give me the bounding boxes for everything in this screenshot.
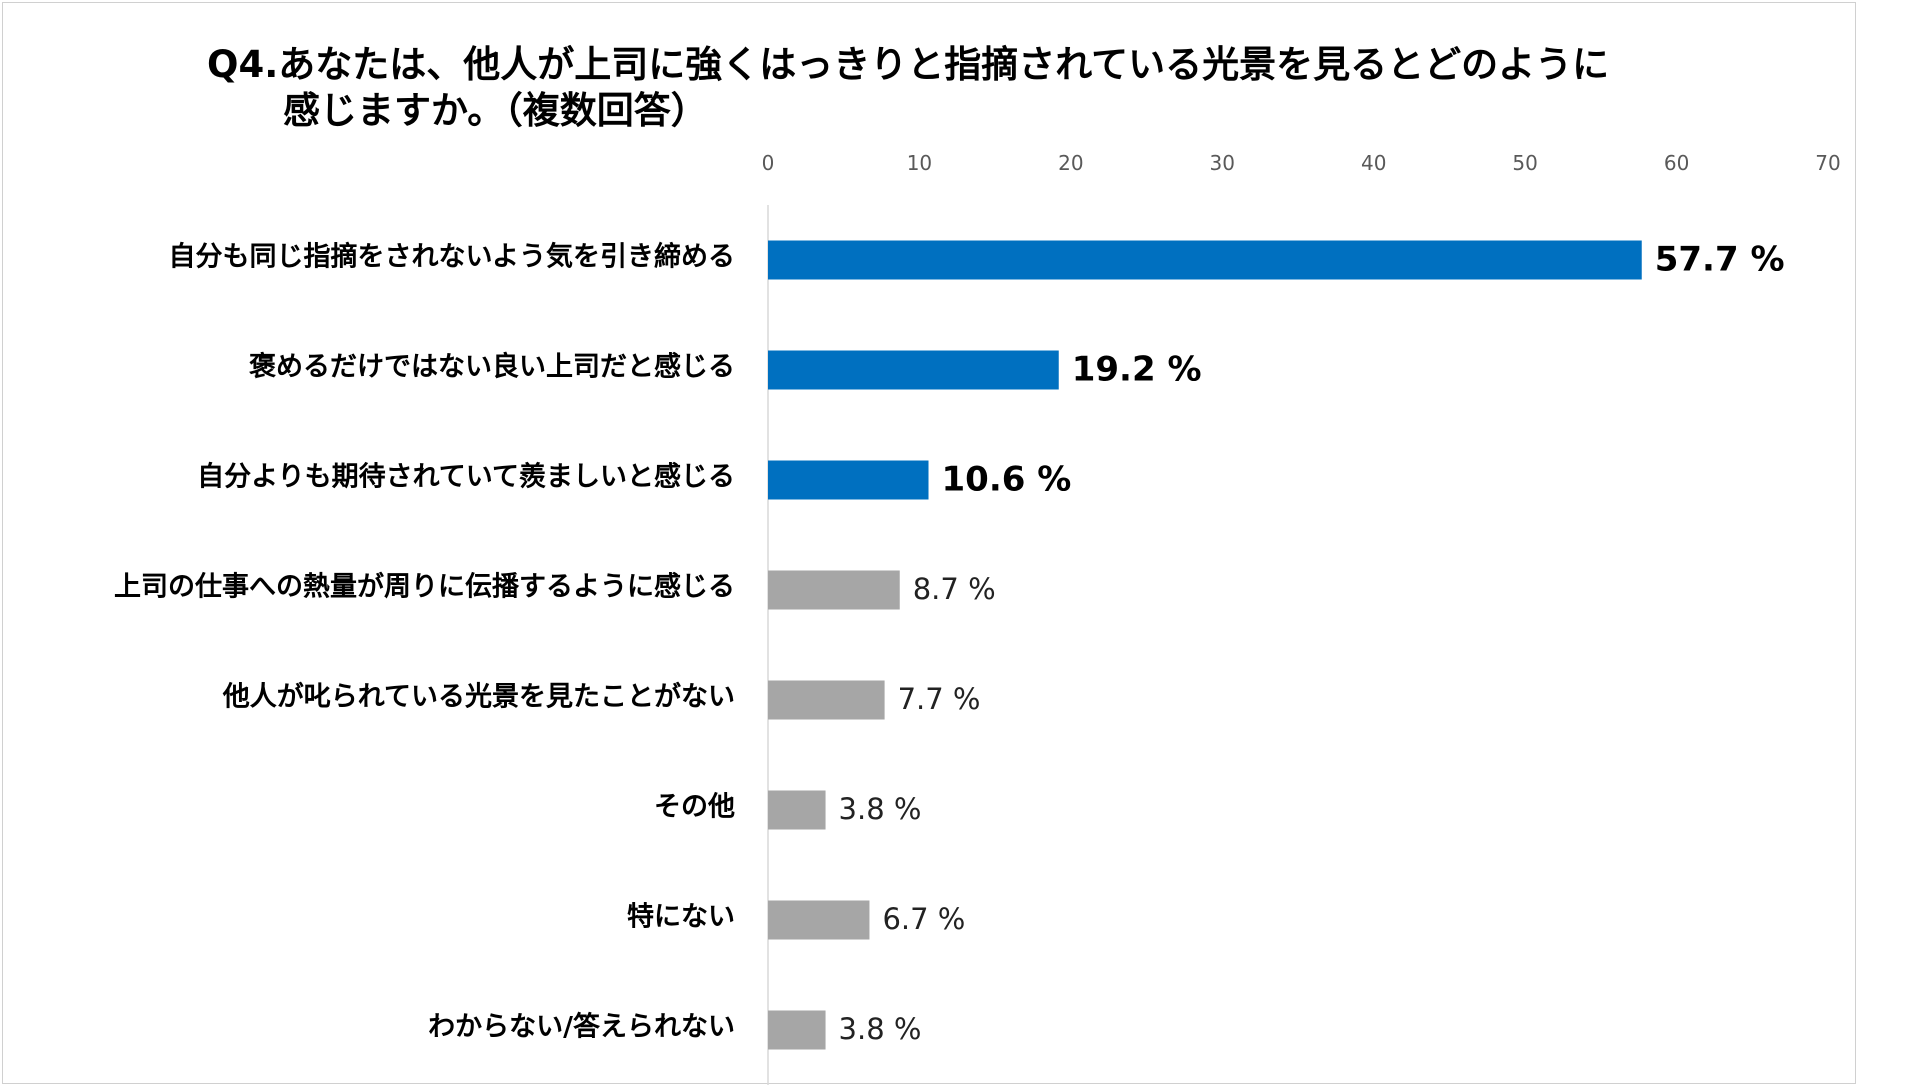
data-label: 19.2 %: [1072, 350, 1202, 390]
data-label: 3.8 %: [839, 792, 922, 826]
category-label: 他人が叱られている光景を見たことがない: [222, 681, 735, 713]
bar: [768, 570, 900, 610]
bar: [768, 900, 870, 940]
chart-title-line-1: Q4.あなたは、他人が上司に強くはっきりと指摘されている光景を見るとどのように: [207, 43, 1610, 86]
bar: [768, 1010, 826, 1050]
category-label: 上司の仕事への熱量が周りに伝播するように感じる: [114, 571, 735, 603]
data-label: 6.7 %: [882, 902, 965, 936]
data-label: 10.6 %: [942, 460, 1072, 500]
category-label: 褒めるだけではない良い上司だと感じる: [249, 351, 735, 383]
x-tick-label: 40: [1361, 151, 1386, 175]
x-tick-label: 70: [1815, 151, 1840, 175]
category-label: 特にない: [627, 902, 735, 933]
bar: [768, 240, 1642, 280]
x-tick-label: 30: [1210, 151, 1235, 175]
x-tick-label: 0: [762, 151, 775, 175]
bar: [768, 790, 826, 830]
data-label: 57.7 %: [1655, 240, 1785, 280]
bar: [768, 460, 929, 500]
category-label: わからない/答えられない: [428, 1011, 735, 1043]
category-label: 自分よりも期待されていて羨ましいと感じる: [197, 461, 735, 493]
bar: [768, 350, 1059, 390]
category-label: 自分も同じ指摘をされないよう気を引き締める: [169, 241, 735, 273]
category-label: その他: [654, 792, 735, 823]
data-labels: 57.7 % 19.2 % 10.6 % 8.7 % 7.7 % 3.8 % 6.7 % 3.…: [839, 240, 1785, 1047]
chart-frame: [2, 2, 1856, 1084]
x-tick-label: 20: [1058, 151, 1083, 175]
category-labels: 自分も同じ指摘をされないよう気を引き締める褒めるだけではない良い上司だと感じる自…: [114, 241, 735, 1043]
x-tick-label: 50: [1512, 151, 1537, 175]
x-axis-ticks: 0 10 20 30 40 50 60 70: [762, 151, 1841, 175]
data-label: 7.7 %: [898, 682, 981, 716]
bars: [768, 240, 1642, 1050]
data-label: 8.7 %: [913, 572, 996, 606]
x-tick-label: 10: [907, 151, 932, 175]
data-label: 3.8 %: [839, 1012, 922, 1046]
x-tick-label: 60: [1664, 151, 1689, 175]
chart-title-line-2: 感じますか。（複数回答）: [283, 89, 708, 132]
bar: [768, 680, 885, 720]
